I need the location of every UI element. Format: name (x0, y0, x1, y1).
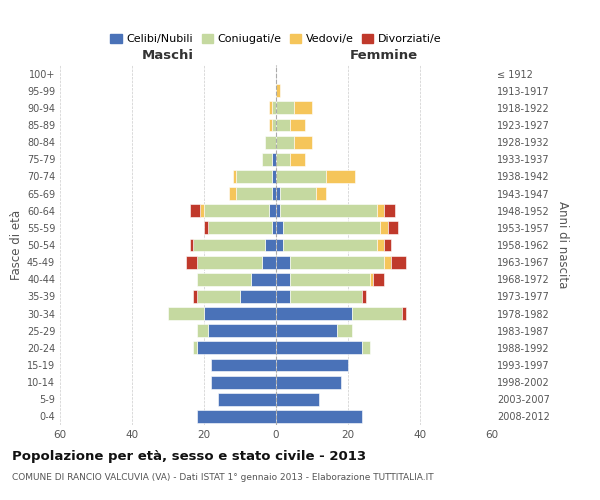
Bar (276, 170, 326, 183)
Bar (276, 204, 280, 217)
Bar (197, 256, 262, 268)
Bar (388, 222, 398, 234)
Bar (240, 290, 276, 303)
Bar (272, 222, 276, 234)
Bar (233, 170, 236, 183)
Bar (352, 307, 402, 320)
Bar (290, 290, 362, 303)
Bar (211, 358, 276, 372)
Bar (337, 324, 352, 337)
Bar (204, 222, 208, 234)
Bar (186, 256, 197, 268)
Bar (290, 153, 305, 166)
Bar (362, 342, 370, 354)
Bar (316, 187, 326, 200)
Bar (276, 324, 337, 337)
Y-axis label: Fasce di età: Fasce di età (10, 210, 23, 280)
Bar (294, 102, 312, 114)
Bar (218, 393, 276, 406)
Bar (229, 187, 236, 200)
Bar (276, 187, 280, 200)
Bar (384, 256, 391, 268)
Bar (276, 273, 290, 285)
Bar (197, 273, 251, 285)
Bar (193, 342, 197, 354)
Bar (200, 204, 204, 217)
Bar (168, 307, 204, 320)
Bar (276, 118, 290, 132)
Bar (276, 342, 362, 354)
Bar (251, 273, 276, 285)
Bar (276, 136, 294, 148)
Bar (272, 153, 276, 166)
Bar (276, 358, 348, 372)
Bar (370, 273, 373, 285)
Bar (272, 187, 276, 200)
Bar (236, 170, 272, 183)
Bar (384, 204, 395, 217)
Bar (276, 222, 283, 234)
Bar (276, 376, 341, 388)
Bar (377, 238, 384, 252)
Bar (269, 118, 272, 132)
Bar (326, 170, 355, 183)
Bar (276, 393, 319, 406)
Bar (276, 256, 290, 268)
Bar (290, 256, 384, 268)
Bar (276, 153, 290, 166)
Bar (380, 222, 388, 234)
Bar (276, 84, 280, 97)
Bar (269, 204, 276, 217)
Bar (197, 324, 208, 337)
Bar (283, 238, 377, 252)
Bar (391, 256, 406, 268)
Bar (265, 238, 276, 252)
Bar (197, 342, 276, 354)
Bar (283, 222, 380, 234)
Bar (290, 273, 370, 285)
Bar (276, 307, 352, 320)
Bar (294, 136, 312, 148)
Bar (190, 204, 200, 217)
Bar (276, 238, 283, 252)
Bar (373, 273, 384, 285)
Text: Femmine: Femmine (350, 48, 418, 62)
Bar (272, 170, 276, 183)
Bar (272, 118, 276, 132)
Bar (197, 290, 240, 303)
Text: Maschi: Maschi (142, 48, 194, 62)
Bar (262, 256, 276, 268)
Bar (265, 136, 276, 148)
Bar (272, 102, 276, 114)
Text: COMUNE DI RANCIO VALCUVIA (VA) - Dati ISTAT 1° gennaio 2013 - Elaborazione TUTTI: COMUNE DI RANCIO VALCUVIA (VA) - Dati IS… (12, 472, 434, 482)
Bar (193, 238, 265, 252)
Bar (290, 118, 305, 132)
Bar (377, 204, 384, 217)
Bar (362, 290, 366, 303)
Bar (204, 204, 269, 217)
Bar (236, 187, 272, 200)
Bar (384, 238, 391, 252)
Legend: Celibi/Nubili, Coniugati/e, Vedovi/e, Divorziati/e: Celibi/Nubili, Coniugati/e, Vedovi/e, Di… (106, 29, 446, 48)
Bar (262, 153, 272, 166)
Bar (276, 102, 294, 114)
Y-axis label: Anni di nascita: Anni di nascita (556, 202, 569, 288)
Bar (276, 410, 362, 423)
Bar (193, 290, 197, 303)
Bar (204, 307, 276, 320)
Bar (269, 102, 272, 114)
Text: Popolazione per età, sesso e stato civile - 2013: Popolazione per età, sesso e stato civil… (12, 450, 366, 463)
Bar (280, 204, 377, 217)
Bar (197, 410, 276, 423)
Bar (208, 324, 276, 337)
Bar (280, 187, 316, 200)
Bar (190, 238, 193, 252)
Bar (276, 290, 290, 303)
Bar (208, 222, 272, 234)
Bar (402, 307, 406, 320)
Bar (211, 376, 276, 388)
